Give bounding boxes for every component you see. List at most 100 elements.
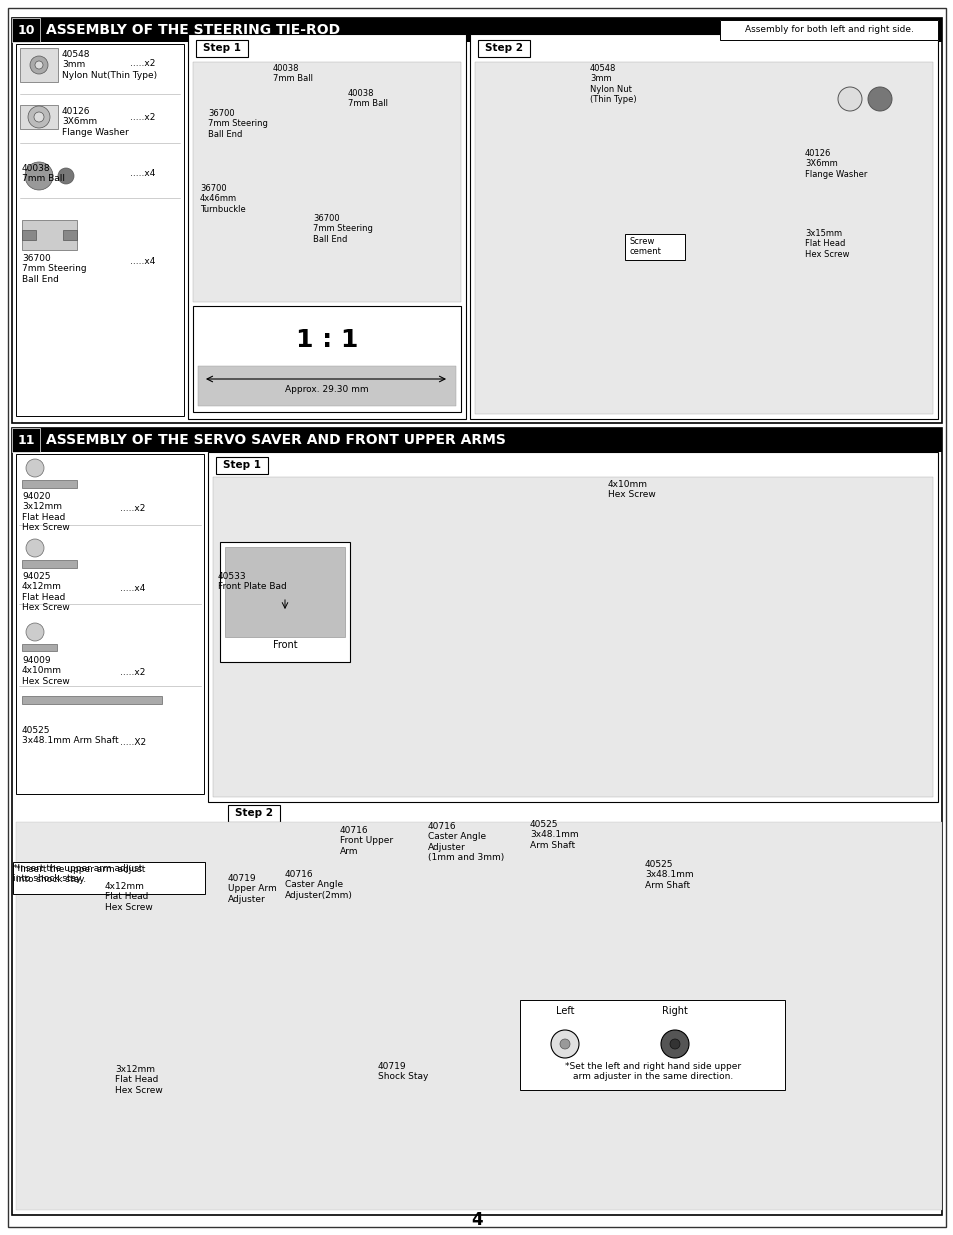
Circle shape [26,459,44,477]
Bar [475,62,932,414]
Bar [720,20,937,40]
Text: *Set the left and right hand side upper
arm adjuster in the same direction.: *Set the left and right hand side upper … [564,1062,740,1082]
Bar [193,306,460,412]
Bar [12,429,40,452]
Text: Step 2: Step 2 [234,808,273,818]
Text: 40525
3x48.1mm
Arm Shaft: 40525 3x48.1mm Arm Shaft [530,820,578,850]
Bar [12,429,941,452]
Text: 36700
7mm Steering
Ball End: 36700 7mm Steering Ball End [22,254,87,284]
Text: 3x15mm
Flat Head
Hex Screw: 3x15mm Flat Head Hex Screw [804,228,848,259]
Bar [22,480,77,488]
Text: Left: Left [556,1007,574,1016]
Text: Step 1: Step 1 [203,43,241,53]
Text: 40126
3X6mm
Flange Washer: 40126 3X6mm Flange Washer [62,107,129,137]
Circle shape [30,56,48,74]
Bar [16,454,204,794]
Bar [13,862,205,894]
Text: 36700
7mm Steering
Ball End: 36700 7mm Steering Ball End [208,109,268,138]
Circle shape [26,622,44,641]
Circle shape [25,162,53,190]
Text: Approx. 29.30 mm: Approx. 29.30 mm [285,385,369,394]
Bar [470,35,937,419]
Bar [188,35,465,419]
Text: 40548
3mm
Nylon Nut
(Thin Type): 40548 3mm Nylon Nut (Thin Type) [589,64,636,104]
Text: .....x2: .....x2 [130,59,155,68]
Bar [198,366,456,406]
Text: 4x10mm
Hex Screw: 4x10mm Hex Screw [607,480,655,499]
Text: ASSEMBLY OF THE STEERING TIE-ROD: ASSEMBLY OF THE STEERING TIE-ROD [46,23,340,37]
Bar [720,20,937,40]
Text: 40716
Front Upper
Arm: 40716 Front Upper Arm [339,826,393,856]
Bar [213,477,932,797]
Text: 40038
7mm Ball: 40038 7mm Ball [22,164,65,184]
Text: 40716
Caster Angle
Adjuster(2mm): 40716 Caster Angle Adjuster(2mm) [285,869,353,900]
Text: 94020
3x12mm
Flat Head
Hex Screw: 94020 3x12mm Flat Head Hex Screw [22,492,70,532]
Bar [22,643,57,651]
Bar [22,697,162,704]
Bar [195,40,248,57]
Bar [20,48,58,82]
Text: 40533
Front Plate Bad: 40533 Front Plate Bad [218,572,287,592]
Text: 4x12mm
Flat Head
Hex Screw: 4x12mm Flat Head Hex Screw [105,882,152,911]
Text: 40525
3x48.1mm
Arm Shaft: 40525 3x48.1mm Arm Shaft [644,860,693,889]
Text: .....x4: .....x4 [130,169,155,179]
Bar [220,542,350,662]
Text: 3x12mm
Flat Head
Hex Screw: 3x12mm Flat Head Hex Screw [115,1065,163,1094]
Text: 40719
Shock Stay: 40719 Shock Stay [377,1062,428,1082]
Circle shape [34,112,44,122]
Text: 40126
3X6mm
Flange Washer: 40126 3X6mm Flange Washer [804,149,866,179]
Text: .....x2: .....x2 [120,504,145,513]
Text: Step 1: Step 1 [223,459,261,471]
Bar [519,1000,784,1091]
Bar [193,62,460,303]
Bar [12,19,40,42]
Text: ASSEMBLY OF THE SERVO SAVER AND FRONT UPPER ARMS: ASSEMBLY OF THE SERVO SAVER AND FRONT UP… [46,433,505,447]
Text: 11: 11 [17,433,34,447]
Bar [477,40,530,57]
Text: 1 : 1: 1 : 1 [295,329,357,352]
Text: .....x2: .....x2 [130,112,155,121]
Circle shape [660,1030,688,1058]
Text: .....X2: .....X2 [120,739,146,747]
Text: .....x4: .....x4 [120,584,145,593]
Circle shape [28,106,50,128]
Text: *Insert the upper arm adjust
into shock stay.: *Insert the upper arm adjust into shock … [13,864,142,883]
Text: 40719
Upper Arm
Adjuster: 40719 Upper Arm Adjuster [228,874,276,904]
Circle shape [26,538,44,557]
Bar [16,823,941,1210]
Text: 40038
7mm Ball: 40038 7mm Ball [273,64,313,84]
Text: .....x2: .....x2 [120,668,145,677]
Text: Right: Right [661,1007,687,1016]
Bar [228,805,280,823]
Text: 40038
7mm Ball: 40038 7mm Ball [348,89,388,109]
Text: Step 2: Step 2 [484,43,522,53]
Text: Assembly for both left and right side.: Assembly for both left and right side. [743,26,912,35]
Text: Screw
cement: Screw cement [629,237,661,257]
Bar [12,19,941,42]
Bar [22,559,77,568]
Circle shape [35,61,43,69]
Bar [22,230,36,240]
Circle shape [669,1039,679,1049]
Bar [12,19,941,424]
Bar [16,44,184,416]
Text: 36700
4x46mm
Turnbuckle: 36700 4x46mm Turnbuckle [200,184,246,214]
Text: Front: Front [273,640,297,650]
Text: 40525
3x48.1mm Arm Shaft: 40525 3x48.1mm Arm Shaft [22,726,118,746]
Bar [12,429,941,1215]
Text: 40548
3mm
Nylon Nut(Thin Type): 40548 3mm Nylon Nut(Thin Type) [62,49,157,80]
Bar [22,220,77,249]
Circle shape [867,86,891,111]
Text: 94025
4x12mm
Flat Head
Hex Screw: 94025 4x12mm Flat Head Hex Screw [22,572,70,613]
Circle shape [559,1039,569,1049]
Bar [225,547,345,637]
Text: *Insert the upper arm adjust
into shock stay.: *Insert the upper arm adjust into shock … [16,864,145,884]
Bar [63,230,77,240]
Text: 40716
Caster Angle
Adjuster
(1mm and 3mm): 40716 Caster Angle Adjuster (1mm and 3mm… [428,823,504,862]
Circle shape [58,168,74,184]
Bar [208,452,937,802]
Text: .....x4: .....x4 [130,258,155,267]
Text: 36700
7mm Steering
Ball End: 36700 7mm Steering Ball End [313,214,373,243]
Bar [215,457,268,474]
Bar [624,233,684,261]
